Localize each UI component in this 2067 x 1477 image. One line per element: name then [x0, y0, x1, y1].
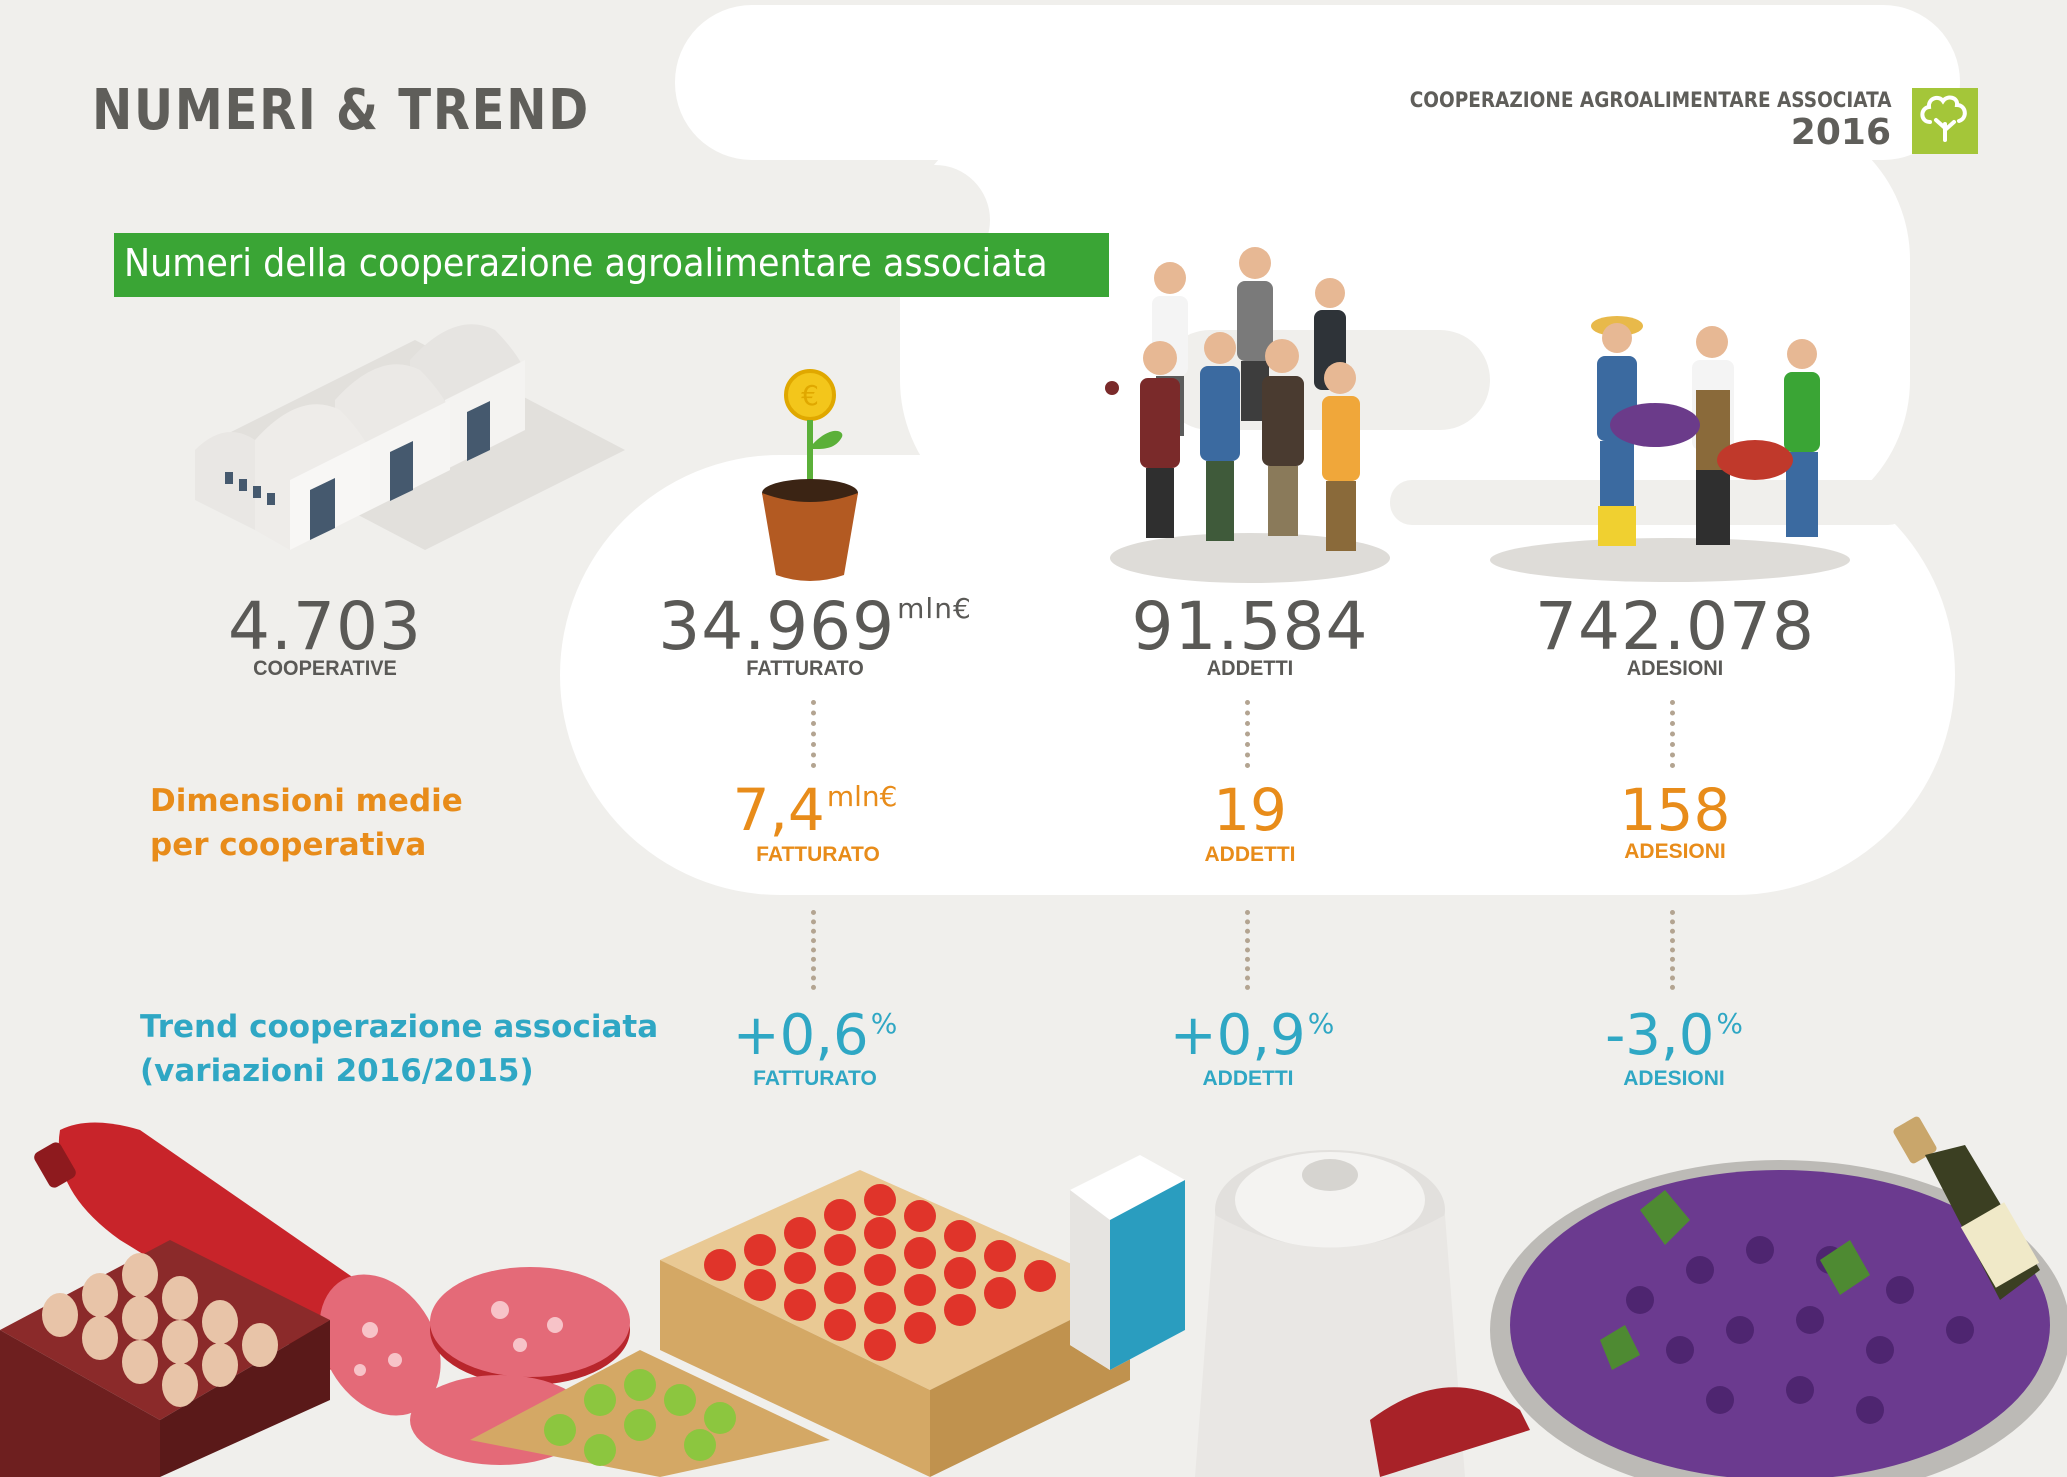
milk-carton-icon: [1070, 1155, 1185, 1370]
connector-dots: [1245, 700, 1250, 768]
avg-adesioni-label: ADESIONI: [1624, 840, 1726, 863]
total-adesioni-label: ADESIONI: [1626, 657, 1724, 680]
apple-crate-icon: [470, 1350, 830, 1477]
warehouse-icon: [195, 324, 625, 550]
report-year: 2016: [1790, 112, 1891, 153]
avg-fatturato-label: FATTURATO: [756, 843, 880, 866]
avg-fatturato-unit: mln€: [826, 780, 898, 813]
trend-addetti-label: ADDETTI: [1202, 1067, 1294, 1090]
trend-fatturato-unit: %: [870, 1007, 898, 1040]
page-title: NUMERI & TREND: [92, 78, 590, 143]
trend-adesioni-value: -3,0%: [1605, 1003, 1743, 1068]
total-fatturato-unit: mln€: [897, 592, 972, 625]
total-addetti-label: ADDETTI: [1206, 657, 1294, 680]
trend-addetti-unit: %: [1307, 1007, 1335, 1040]
total-adesioni-value: 742.078: [1535, 588, 1815, 665]
workers-group-icon: [1105, 247, 1390, 583]
salami-slices-icon: [410, 1267, 630, 1465]
averages-title: Dimensioni medie per cooperativa: [150, 779, 463, 867]
trend-title: Trend cooperazione associata (variazioni…: [140, 1005, 658, 1093]
food-products-icon: [0, 1116, 2067, 1477]
trend-title-line2: (variazioni 2016/2015): [140, 1053, 534, 1089]
svg-text:€: €: [801, 379, 819, 412]
averages-title-line2: per cooperativa: [150, 827, 427, 863]
milk-churn-icon: [1195, 1150, 1530, 1477]
wine-bottle-icon: [1893, 1116, 2040, 1300]
trend-fatturato-value: +0,6%: [732, 1003, 898, 1068]
trend-fatturato-label: FATTURATO: [753, 1067, 877, 1090]
trend-addetti-value: +0,9%: [1169, 1003, 1335, 1068]
tomato-crate-icon: [660, 1170, 1130, 1477]
trend-adesioni-label: ADESIONI: [1623, 1067, 1725, 1090]
plant-coin-icon: €: [762, 369, 858, 581]
connector-dots: [811, 910, 816, 990]
trend-adesioni-unit: %: [1716, 1007, 1743, 1040]
farmers-harvest-icon: [1490, 316, 1850, 582]
total-cooperative-label: COOPERATIVE: [253, 657, 397, 680]
connector-dots: [1245, 910, 1250, 990]
connector-dots: [811, 700, 816, 768]
grapes-bowl-icon: [1490, 1116, 2067, 1477]
total-cooperative-value: 4.703: [228, 588, 422, 665]
avg-addetti-label: ADDETTI: [1204, 843, 1296, 866]
avg-addetti-value: 19: [1213, 776, 1287, 844]
eggs-icon: [0, 1240, 330, 1477]
section-banner: Numeri della cooperazione agroalimentare…: [114, 233, 1109, 297]
organization-name: COOPERAZIONE AGROALIMENTARE ASSOCIATA: [1410, 88, 1892, 112]
avg-adesioni-value: 158: [1619, 776, 1731, 844]
connector-dots: [1670, 910, 1675, 990]
total-fatturato-label: FATTURATO: [746, 657, 864, 680]
tree-logo-icon: [1912, 88, 1978, 154]
banner-text: Numeri della cooperazione agroalimentare…: [124, 241, 1048, 285]
trend-title-line1: Trend cooperazione associata: [140, 1009, 659, 1045]
avg-fatturato-value: 7,4mln€: [732, 776, 898, 844]
total-fatturato-value: 34.969mln€: [658, 588, 972, 665]
averages-title-line1: Dimensioni medie: [150, 783, 463, 819]
total-addetti-value: 91.584: [1131, 588, 1369, 665]
connector-dots: [1670, 700, 1675, 768]
